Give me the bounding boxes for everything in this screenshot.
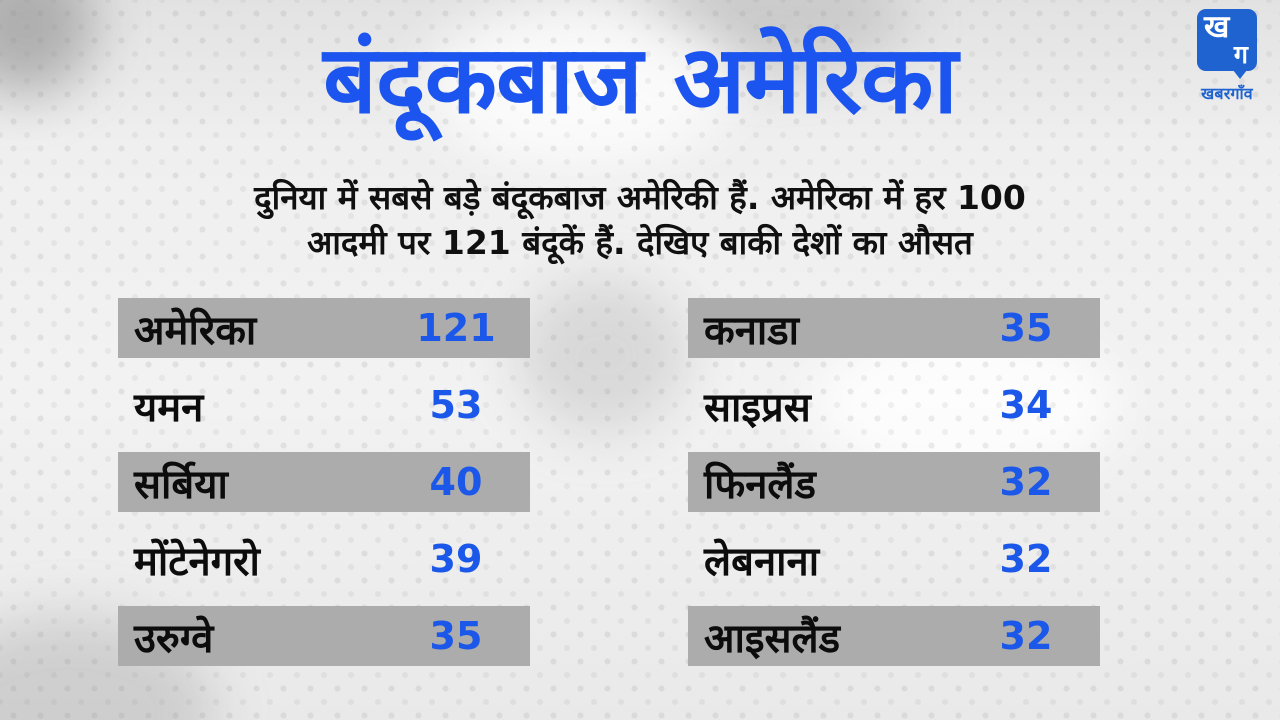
country-value: 53 xyxy=(429,383,483,427)
logo: ख ग खबरगाँव xyxy=(1184,9,1270,104)
table-row: यमन 53 xyxy=(118,375,530,435)
page-title: बंदूकबाज अमेरिका xyxy=(323,26,958,135)
table-row: कनाडा 35 xyxy=(688,298,1100,358)
page-subtitle: दुनिया में सबसे बड़े बंदूकबाज अमेरिकी है… xyxy=(0,176,1280,265)
country-value: 35 xyxy=(429,614,483,658)
country-value: 32 xyxy=(999,537,1053,581)
subtitle-line-1: दुनिया में सबसे बड़े बंदूकबाज अमेरिकी है… xyxy=(254,178,1026,217)
blur-blob xyxy=(425,5,735,165)
country-name: कनाडा xyxy=(704,307,800,354)
table-row: फिनलैंड 32 xyxy=(688,452,1100,512)
country-name: साइप्रस xyxy=(704,384,811,431)
subtitle-line-2: आदमी पर 121 बंदूकें हैं. देखिए बाकी देशो… xyxy=(307,222,973,262)
logo-mark: ख ग xyxy=(1197,9,1257,79)
stats-table-right: कनाडा 35 साइप्रस 34 फिनलैंड 32 लेबनाना 3… xyxy=(688,298,1100,683)
country-name: अमेरिका xyxy=(134,307,257,354)
country-value: 32 xyxy=(999,460,1053,504)
table-row: लेबनाना 32 xyxy=(688,529,1100,589)
country-name: फिनलैंड xyxy=(704,461,816,508)
table-row: अमेरिका 121 xyxy=(118,298,530,358)
table-row: आइसलैंड 32 xyxy=(688,606,1100,666)
stats-table-left: अमेरिका 121 यमन 53 सर्बिया 40 मोंटेनेगरो… xyxy=(118,298,530,683)
logo-wordmark: खबरगाँव xyxy=(1201,84,1253,103)
country-value: 34 xyxy=(999,383,1053,427)
table-row: मोंटेनेगरो 39 xyxy=(118,529,530,589)
logo-kha-glyph: ख xyxy=(1204,9,1230,45)
country-name: यमन xyxy=(134,384,204,431)
country-name: उरुग्वे xyxy=(134,615,214,662)
country-name: मोंटेनेगरो xyxy=(134,538,260,585)
table-row: उरुग्वे 35 xyxy=(118,606,530,666)
country-value: 39 xyxy=(429,537,483,581)
logo-ga-glyph: ग xyxy=(1233,40,1248,69)
country-value: 40 xyxy=(429,460,483,504)
country-name: लेबनाना xyxy=(704,538,820,585)
table-row: साइप्रस 34 xyxy=(688,375,1100,435)
blur-blob xyxy=(515,278,690,433)
country-name: सर्बिया xyxy=(134,461,228,508)
table-row: सर्बिया 40 xyxy=(118,452,530,512)
country-name: आइसलैंड xyxy=(704,615,841,662)
country-value: 32 xyxy=(999,614,1053,658)
country-value: 121 xyxy=(416,306,496,350)
logo-speech-pointer-icon xyxy=(1233,70,1247,79)
country-value: 35 xyxy=(999,306,1053,350)
